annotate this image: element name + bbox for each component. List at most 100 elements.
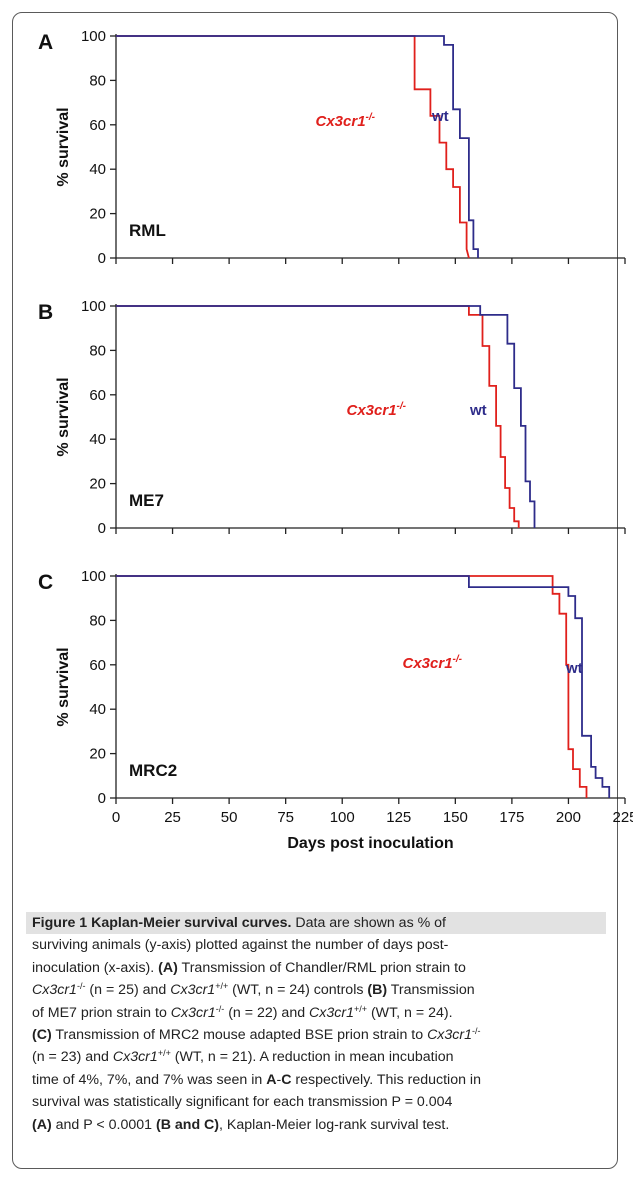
caption-line: Figure 1 Kaplan-Meier survival curves. D… <box>26 912 606 935</box>
panel-letter: A <box>38 31 53 54</box>
caption-text: Cx3cr1 <box>32 982 77 999</box>
y-tick-label: 40 <box>89 431 106 448</box>
caption-superscript: +/+ <box>157 1048 171 1059</box>
caption-line: surviving animals (y-axis) plotted again… <box>26 934 606 956</box>
x-tick-label: 125 <box>386 809 411 826</box>
y-tick-label: 0 <box>98 250 106 267</box>
y-tick-label: 100 <box>81 28 106 45</box>
caption-line: survival was statistically significant f… <box>26 1091 606 1113</box>
caption-text: time of 4%, 7%, and 7% was seen in <box>32 1071 267 1088</box>
caption-text: Transmission of MRC2 mouse adapted BSE p… <box>51 1027 428 1044</box>
y-tick-label: 60 <box>89 657 106 674</box>
series-label-text: Cx3cr1 <box>316 113 366 130</box>
x-tick-label: 200 <box>556 809 581 826</box>
y-tick-label: 100 <box>81 298 106 315</box>
caption-superscript: -/- <box>472 1026 481 1037</box>
y-axis-label: % survival <box>55 107 72 186</box>
caption-text: Cx3cr1 <box>170 1004 216 1021</box>
panel-letter: C <box>38 571 53 594</box>
y-tick-label: 40 <box>89 701 106 718</box>
panel-a-chart: A 0 20 40 60 80 100 % survival RML Cx3cr1-/- wt <box>38 28 626 267</box>
caption-text: (WT, n = 24) controls <box>228 982 368 999</box>
caption-text: Transmission of Chandler/RML prion strai… <box>177 959 466 976</box>
caption-text: Transmission <box>387 982 475 999</box>
caption-line: inoculation (x-axis). (A) Transmission o… <box>26 957 606 979</box>
series-label-text: Cx3cr1 <box>347 402 397 419</box>
caption-text: inoculation (x-axis). <box>32 959 159 976</box>
y-tick-label: 100 <box>81 568 106 585</box>
caption-bold-text: (B) <box>367 982 388 999</box>
wt-survival-line <box>116 35 479 258</box>
caption-bold-text: (A) <box>158 959 178 976</box>
caption-superscript: +/+ <box>215 981 229 992</box>
y-tick-label: 80 <box>89 342 106 359</box>
caption-text: (n = 25) and <box>85 982 171 999</box>
y-tick-label: 80 <box>89 612 106 629</box>
knockout-survival-line <box>116 575 588 798</box>
caption-text: (n = 23) and <box>32 1049 113 1066</box>
caption-superscript: -/- <box>215 1003 225 1014</box>
caption-text: (WT, n = 21). A reduction in mean incuba… <box>170 1049 454 1066</box>
y-tick-label: 60 <box>89 117 106 134</box>
caption-line: of ME7 prion strain to Cx3cr1-/- (n = 22… <box>26 1002 606 1024</box>
x-tick-label: 100 <box>330 809 355 826</box>
caption-bold-text: C <box>281 1071 292 1088</box>
x-axis-label: Days post inoculation <box>287 835 453 852</box>
y-tick-label: 20 <box>89 206 106 223</box>
y-tick-label: 60 <box>89 387 106 404</box>
x-tick-label: 50 <box>221 809 238 826</box>
caption-line: (C) Transmission of MRC2 mouse adapted B… <box>26 1024 606 1046</box>
caption-text: , Kaplan-Meier log-rank survival test. <box>219 1116 450 1133</box>
wt-series-label: wt <box>565 660 583 677</box>
series-label-text: Cx3cr1 <box>403 655 453 672</box>
x-tick-label: 225 <box>612 809 633 826</box>
caption-text: respectively. This reduction in <box>291 1071 481 1088</box>
caption-text: (WT, n = 24). <box>367 1004 453 1021</box>
caption-superscript: -/- <box>76 981 86 992</box>
caption-bold-text: (A) <box>32 1116 52 1133</box>
knockout-series-label: Cx3cr1-/- <box>347 401 407 419</box>
series-label-text: wt <box>565 660 583 677</box>
y-axis-label: % survival <box>55 377 72 456</box>
series-label-superscript: -/- <box>366 112 376 123</box>
caption-text: survival was statistically significant f… <box>32 1094 453 1111</box>
strain-label: MRC2 <box>129 761 177 780</box>
panel-letter: B <box>38 301 53 324</box>
series-label-superscript: -/- <box>453 654 463 665</box>
caption-line: (n = 23) and Cx3cr1+/+ (WT, n = 21). A r… <box>26 1046 606 1068</box>
strain-label: RML <box>129 221 166 240</box>
strain-label: ME7 <box>129 491 164 510</box>
y-tick-label: 20 <box>89 746 106 763</box>
series-label-superscript: -/- <box>397 401 407 412</box>
caption-line: (A) and P < 0.0001 (B and C), Kaplan-Mei… <box>26 1114 606 1136</box>
caption-line: time of 4%, 7%, and 7% was seen in A-C r… <box>26 1069 606 1091</box>
x-tick-label: 0 <box>112 809 120 826</box>
x-tick-label: 25 <box>164 809 181 826</box>
caption-text: surviving animals (y-axis) plotted again… <box>32 937 449 954</box>
caption-text: Cx3cr1 <box>170 982 216 999</box>
panel-c-chart: C 0 20 40 60 80 100 0 25 50 75 100 125 150 175 200 225 % … <box>38 568 633 852</box>
caption-bold-text: A <box>266 1071 277 1088</box>
y-tick-label: 40 <box>89 161 106 178</box>
knockout-series-label: Cx3cr1-/- <box>403 654 463 672</box>
panel-b-chart: B 0 20 40 60 80 100 % survival ME7 Cx3cr1-/- wt <box>38 298 626 537</box>
y-axis-label: % survival <box>55 647 72 726</box>
caption-text: and P < 0.0001 <box>51 1116 156 1133</box>
caption-bold-text: (C) <box>32 1027 52 1044</box>
caption-text: (n = 22) and <box>224 1004 310 1021</box>
x-tick-label: 150 <box>443 809 468 826</box>
series-label-text: wt <box>431 108 449 125</box>
y-tick-label: 20 <box>89 476 106 493</box>
knockout-survival-line <box>116 35 470 259</box>
caption-text: of ME7 prion strain to <box>32 1004 171 1021</box>
wt-series-label: wt <box>469 402 487 419</box>
wt-survival-line <box>116 575 611 798</box>
wt-series-label: wt <box>431 108 449 125</box>
x-tick-label: 75 <box>277 809 294 826</box>
y-tick-label: 80 <box>89 72 106 89</box>
caption-superscript: +/+ <box>354 1003 368 1014</box>
series-label-text: wt <box>469 402 487 419</box>
caption-text: Cx3cr1 <box>427 1027 473 1044</box>
wt-survival-line <box>116 305 536 528</box>
caption-text: Cx3cr1 <box>112 1049 158 1066</box>
